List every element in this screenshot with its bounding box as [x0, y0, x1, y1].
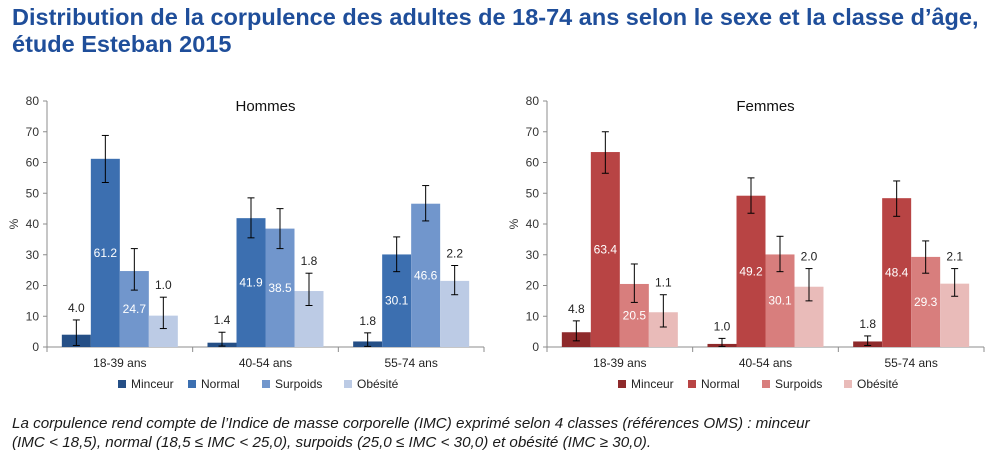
legend-swatch: [344, 380, 352, 388]
data-label: 1.8: [359, 314, 376, 328]
footnote: La corpulence rend compte de l’Indice de…: [12, 414, 992, 452]
y-tick-label: 60: [26, 156, 40, 170]
data-label: 1.8: [301, 254, 318, 268]
data-label: 29.3: [914, 295, 938, 309]
data-label: 2.1: [946, 250, 963, 264]
data-label: 4.8: [568, 302, 585, 316]
legend-label: Surpoids: [275, 377, 322, 391]
data-label: 49.2: [739, 264, 763, 278]
legend-label: Normal: [701, 377, 740, 391]
legend-swatch: [844, 380, 852, 388]
bar: [736, 195, 766, 347]
data-label: 20.5: [623, 308, 647, 322]
data-label: 30.1: [385, 294, 409, 308]
data-label: 38.5: [268, 281, 292, 295]
bar: [882, 198, 912, 347]
y-tick-label: 50: [526, 186, 540, 200]
chart-title-line2: étude Esteban 2015: [12, 31, 232, 57]
data-label: 30.1: [768, 294, 792, 308]
y-tick-label: 0: [32, 340, 39, 354]
data-label: 1.0: [714, 319, 731, 333]
y-tick-label: 20: [526, 279, 540, 293]
footnote-line1: La corpulence rend compte de l’Indice de…: [12, 415, 810, 432]
legend-swatch: [688, 380, 696, 388]
data-label: 2.0: [801, 250, 818, 264]
chart-femmes: 0 10 20 30 40 50 60 70 80% Femmes 4.8 63.4 20.5 1.1 18…: [507, 94, 985, 391]
x-tick-label: 40-54 ans: [739, 356, 792, 370]
data-label: 46.6: [414, 268, 438, 282]
data-label: 1.8: [859, 317, 876, 331]
legend-label: Surpoids: [775, 377, 822, 391]
x-tick-label: 18-39 ans: [93, 356, 146, 370]
footnote-line2: (IMC < 18,5), normal (18,5 ≤ IMC < 25,0)…: [12, 434, 652, 451]
bar: [236, 218, 266, 347]
legend-swatch: [118, 380, 126, 388]
data-label: 2.2: [446, 247, 463, 261]
bar: [590, 152, 620, 347]
legend-label: Minceur: [131, 377, 174, 391]
y-tick-label: 40: [526, 217, 540, 231]
y-tick-label: 60: [526, 156, 540, 170]
legend-swatch: [618, 380, 626, 388]
legend-swatch: [262, 380, 270, 388]
y-tick-label: 80: [526, 94, 540, 108]
legend-label: Minceur: [631, 377, 674, 391]
x-tick-label: 18-39 ans: [593, 356, 646, 370]
data-label: 41.9: [239, 276, 263, 290]
legend-swatch: [762, 380, 770, 388]
y-axis-label: %: [7, 218, 21, 229]
data-label: 63.4: [594, 243, 618, 257]
data-label: 24.7: [123, 302, 147, 316]
data-label: 1.0: [155, 278, 172, 292]
data-label: 4.0: [68, 301, 85, 315]
x-tick-label: 40-54 ans: [239, 356, 292, 370]
y-tick-label: 20: [26, 279, 40, 293]
chart-panel-title: Femmes: [736, 98, 794, 115]
chart-panel-title: Hommes: [235, 98, 295, 115]
bar: [411, 203, 441, 347]
legend-label: Obésité: [357, 377, 399, 391]
legend-swatch: [188, 380, 196, 388]
y-tick-label: 10: [526, 309, 540, 323]
y-tick-label: 30: [26, 248, 40, 262]
y-tick-label: 70: [526, 125, 540, 139]
legend-label: Normal: [201, 377, 240, 391]
bar: [90, 158, 120, 347]
y-tick-label: 70: [26, 125, 40, 139]
y-tick-label: 40: [26, 217, 40, 231]
y-axis-label: %: [507, 218, 521, 229]
data-label: 1.4: [214, 313, 231, 327]
x-tick-label: 55-74 ans: [384, 356, 437, 370]
data-label: 1.1: [655, 276, 672, 290]
y-tick-label: 50: [26, 186, 40, 200]
legend-label: Obésité: [857, 377, 899, 391]
chart-hommes: 0 10 20 30 40 50 60 70 80% Hommes 4.0 61.2 24.7 1.0 18…: [7, 94, 485, 391]
data-label: 61.2: [94, 246, 118, 260]
chart-title: Distribution de la corpulence des adulte…: [12, 4, 992, 58]
chart-title-line1: Distribution de la corpulence des adulte…: [12, 4, 979, 30]
x-tick-label: 55-74 ans: [884, 356, 937, 370]
y-tick-label: 10: [26, 309, 40, 323]
y-tick-label: 80: [26, 94, 40, 108]
y-tick-label: 0: [532, 340, 539, 354]
y-tick-label: 30: [526, 248, 540, 262]
data-label: 48.4: [885, 266, 909, 280]
